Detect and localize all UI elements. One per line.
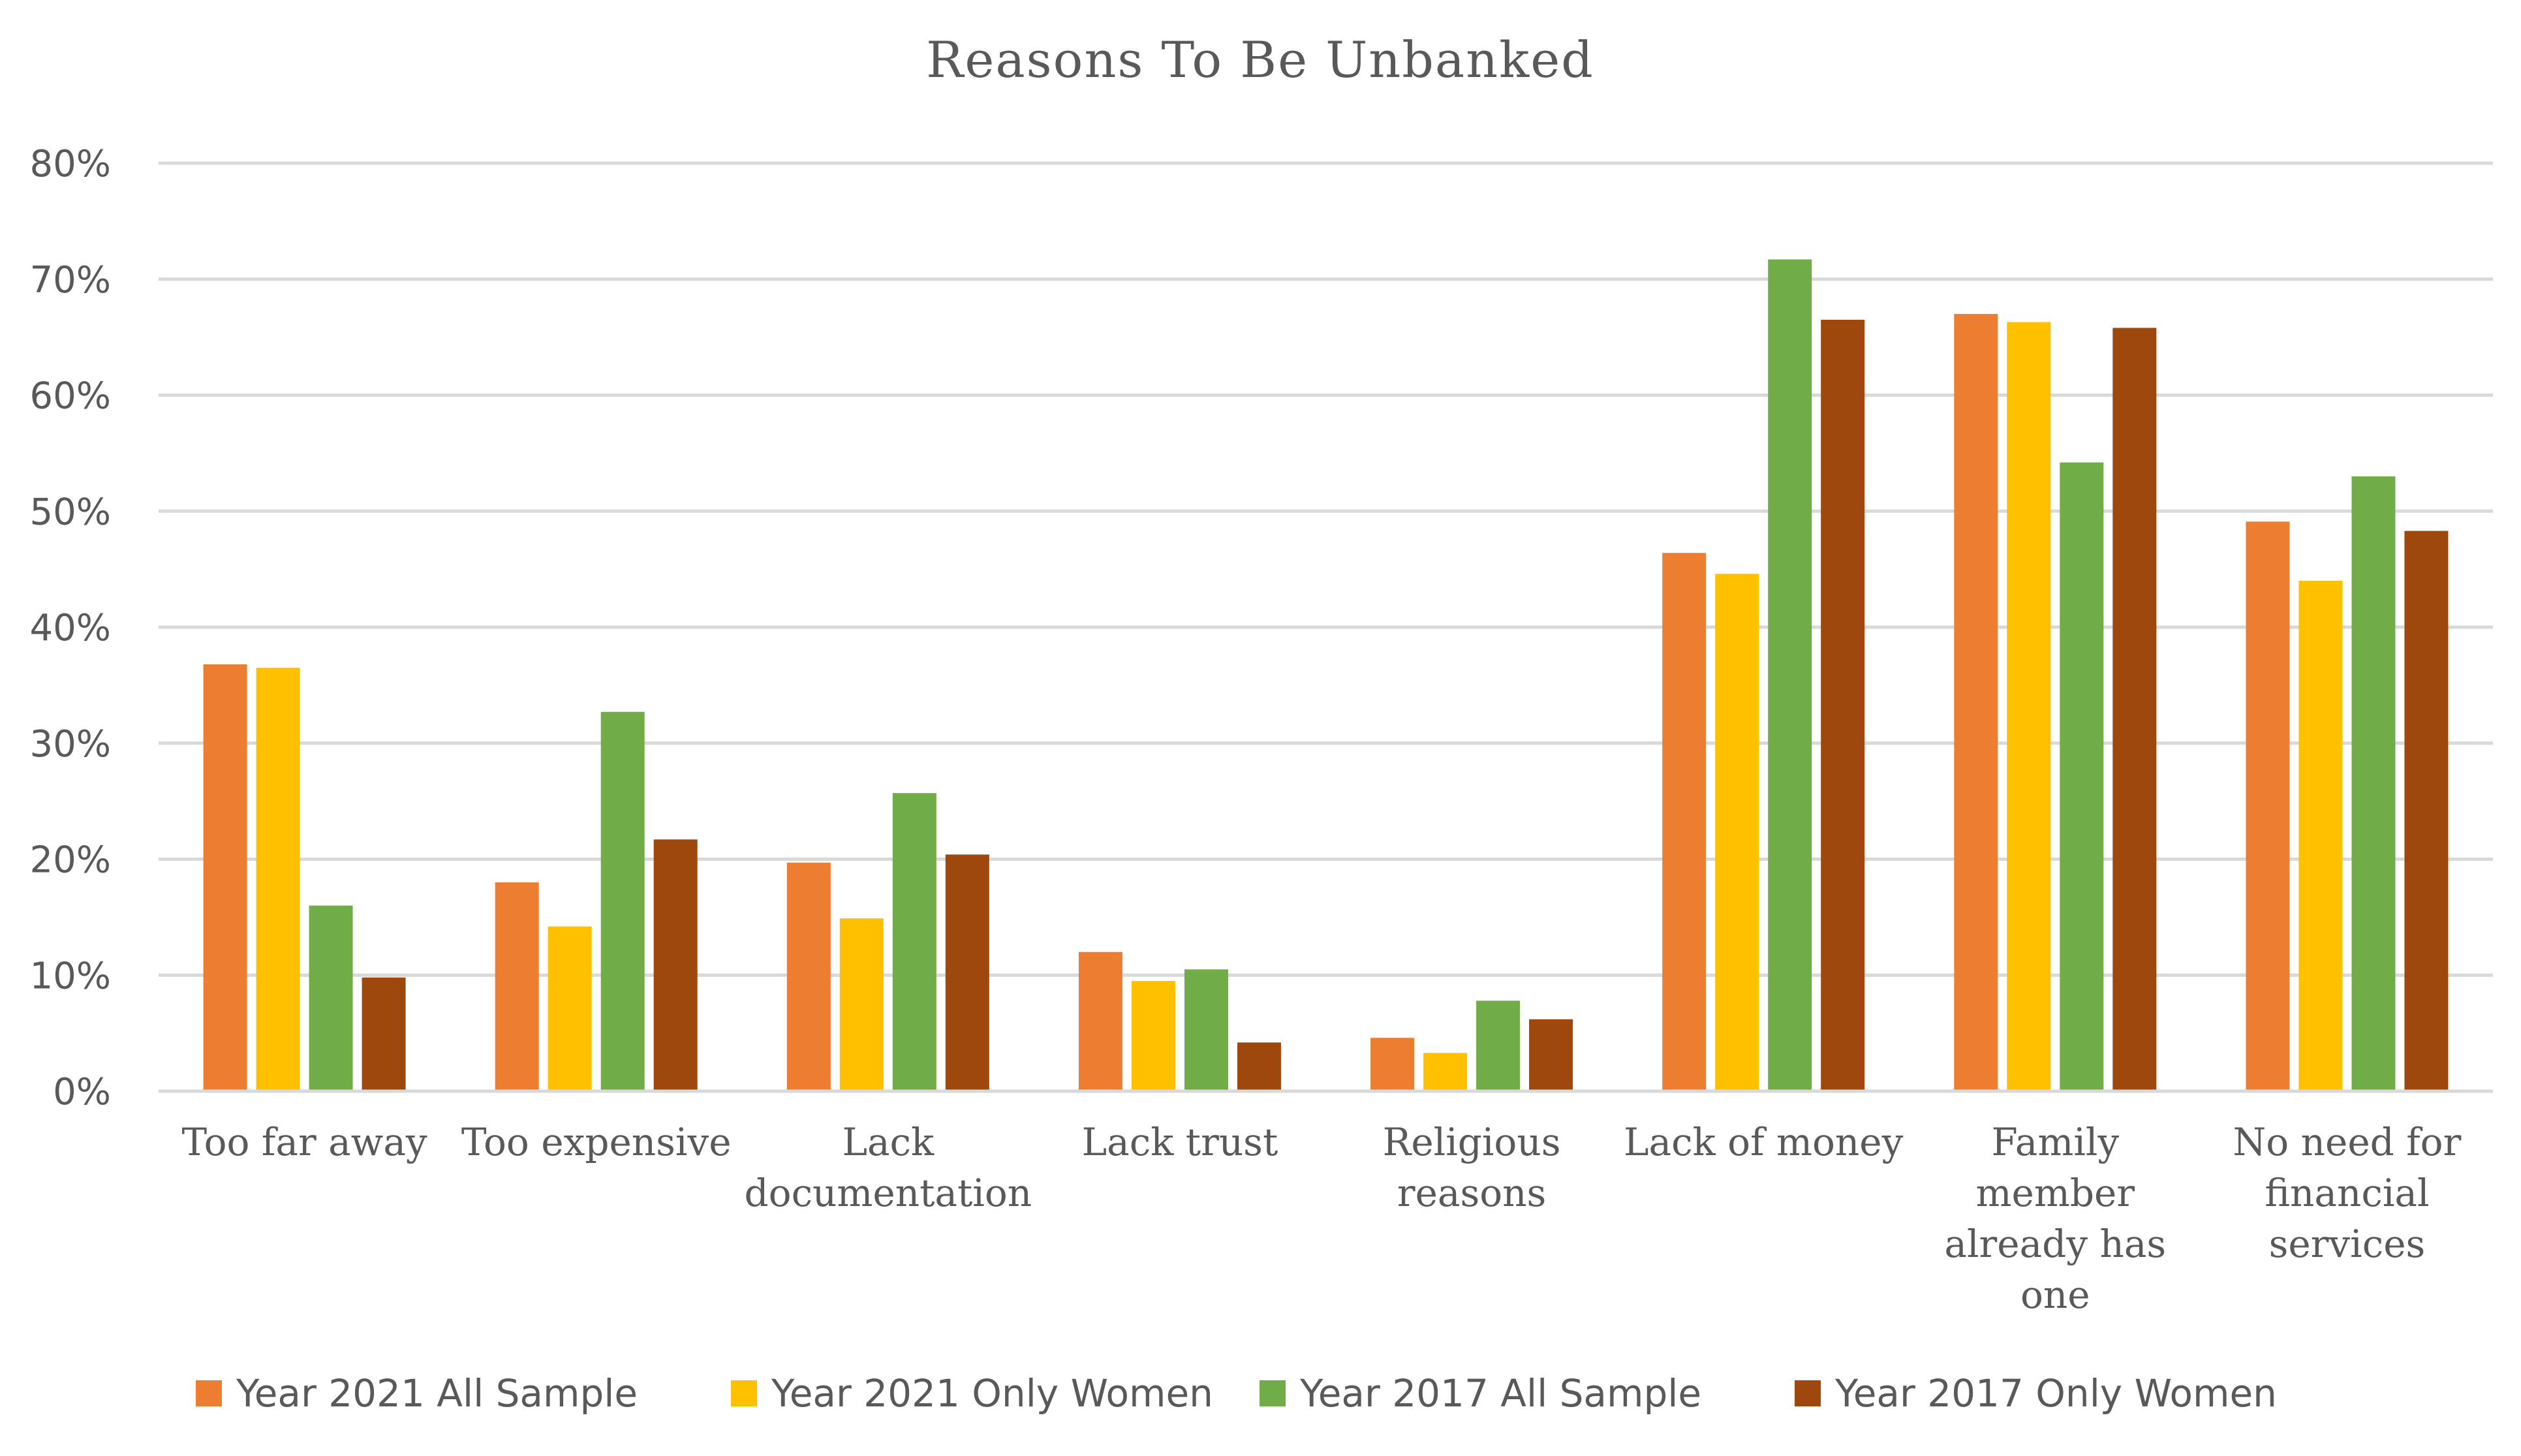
legend-label: Year 2017 Only Women [1834, 1371, 2277, 1416]
bar [2007, 322, 2051, 1092]
legend-label: Year 2017 All Sample [1299, 1371, 1701, 1416]
x-tick-label: reasons [1397, 1171, 1546, 1215]
legend-swatch [1260, 1380, 1286, 1406]
x-tick-label: Lack [842, 1120, 935, 1164]
bar [2060, 462, 2104, 1091]
bar [1370, 1038, 1415, 1091]
legend: Year 2021 All Sample Year 2021 Only Women… [196, 1371, 2277, 1416]
x-tick-label: Lack trust [1082, 1120, 1278, 1164]
x-tick-label: one [2020, 1273, 2090, 1317]
bar [1768, 259, 1812, 1092]
x-tick-label: services [2269, 1222, 2426, 1266]
bar [945, 854, 989, 1091]
y-tick-label: 30% [30, 723, 111, 766]
bar [1529, 1019, 1573, 1091]
bar [1078, 952, 1122, 1091]
x-tick-label: already has [1944, 1222, 2166, 1266]
bar [495, 882, 539, 1091]
bar [1954, 314, 1998, 1092]
bar [892, 793, 936, 1091]
x-tick-label: Religious [1383, 1120, 1561, 1164]
bar [2404, 531, 2449, 1091]
bar [839, 918, 884, 1091]
legend-swatch [731, 1380, 757, 1406]
bar [1184, 969, 1228, 1091]
bar [309, 905, 353, 1091]
bar [786, 862, 831, 1091]
bar [2112, 328, 2157, 1091]
x-tick-label: Too far away [181, 1120, 427, 1164]
bar [600, 711, 645, 1091]
y-tick-label: 80% [30, 143, 111, 185]
y-tick-label: 10% [30, 955, 111, 997]
x-tick-label: member [1976, 1171, 2135, 1215]
x-tick-label: financial [2265, 1171, 2429, 1215]
legend-label: Year 2021 Only Women [771, 1371, 1213, 1416]
bar [653, 839, 698, 1091]
y-axis-tick-labels: 0% 10% 20% 30% 40% 50% 60% 70% 80% [30, 143, 111, 1113]
bar [1423, 1053, 1468, 1091]
chart-title: Reasons To Be Unbanked [926, 31, 1594, 89]
bar [1821, 319, 1865, 1091]
legend-swatch [1795, 1380, 1821, 1406]
x-tick-label: Family [1991, 1120, 2119, 1164]
bar [2298, 580, 2343, 1091]
bar [2246, 521, 2290, 1091]
bar [548, 926, 592, 1091]
y-tick-label: 60% [30, 375, 111, 418]
bar [1237, 1042, 1281, 1091]
y-tick-label: 50% [30, 491, 111, 533]
x-tick-label: No need for [2233, 1120, 2462, 1164]
bar [1476, 1000, 1521, 1091]
y-tick-label: 40% [30, 607, 111, 649]
legend-label: Year 2021 All Sample [236, 1371, 638, 1416]
y-tick-label: 70% [30, 259, 111, 302]
bar [256, 668, 300, 1091]
bars [159, 259, 2493, 1093]
x-tick-label: Lack of money [1624, 1120, 1904, 1164]
bar [1715, 574, 1759, 1091]
y-tick-label: 20% [30, 839, 111, 882]
x-axis-tick-labels: Too far away Too expensive Lack documentati… [181, 1120, 2461, 1317]
bar [203, 664, 247, 1091]
bar [2351, 476, 2396, 1091]
bar [1662, 553, 1707, 1091]
legend-swatch [196, 1380, 222, 1406]
bar [1131, 981, 1175, 1091]
x-tick-label: documentation [745, 1171, 1032, 1215]
y-tick-label: 0% [53, 1071, 111, 1113]
bar [362, 977, 406, 1091]
x-tick-label: Too expensive [461, 1120, 732, 1164]
